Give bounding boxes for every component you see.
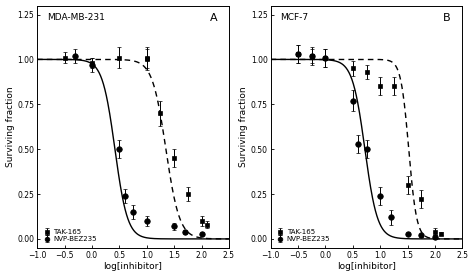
Text: MCF-7: MCF-7 [280, 13, 309, 22]
Text: B: B [443, 13, 451, 23]
X-axis label: log[inhibitor]: log[inhibitor] [337, 262, 396, 271]
X-axis label: log[inhibitor]: log[inhibitor] [104, 262, 163, 271]
Y-axis label: Surviving fraction: Surviving fraction [6, 86, 15, 167]
Y-axis label: Surviving fraction: Surviving fraction [239, 86, 248, 167]
Text: A: A [210, 13, 218, 23]
Legend: TAK-165, NVP-BEZ235: TAK-165, NVP-BEZ235 [41, 227, 99, 244]
Legend: TAK-165, NVP-BEZ235: TAK-165, NVP-BEZ235 [274, 227, 332, 244]
Text: MDA-MB-231: MDA-MB-231 [47, 13, 105, 22]
